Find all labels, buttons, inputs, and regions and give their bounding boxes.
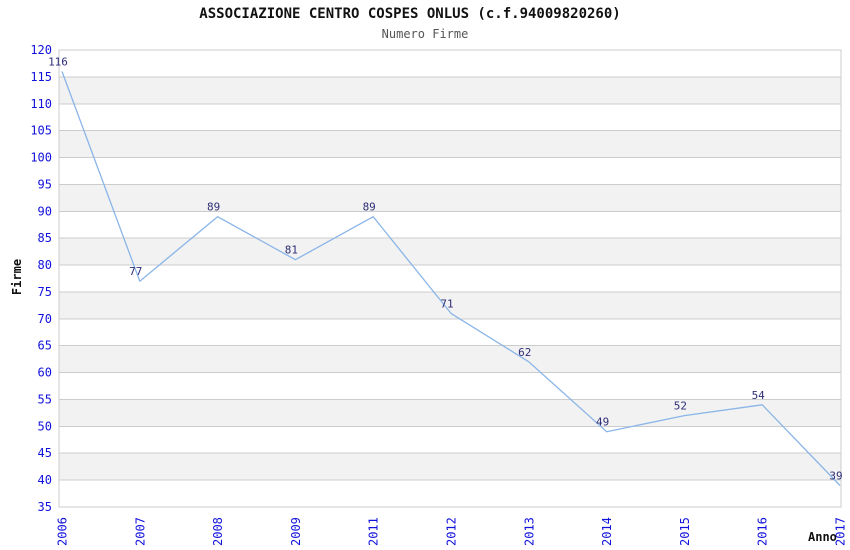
data-label: 54 (752, 389, 766, 402)
x-tick-label: 2012 (445, 517, 459, 546)
stripe-band (59, 453, 841, 481)
y-axis-title: Firme (10, 258, 24, 296)
x-tick-label: 2008 (211, 517, 225, 546)
y-tick-label: 75 (38, 285, 52, 299)
plot-border (58, 49, 842, 508)
data-line (61, 71, 841, 486)
y-tick-label: 80 (38, 258, 52, 272)
stripe-band (59, 238, 841, 266)
data-label: 39 (829, 469, 842, 482)
stripe-band (59, 291, 841, 319)
data-label: 52 (674, 400, 687, 413)
y-tick-label: 85 (38, 231, 52, 245)
data-label: 89 (363, 201, 376, 214)
data-label: 116 (48, 56, 68, 69)
y-tick-label: 50 (38, 419, 52, 433)
y-tick-label: 95 (38, 177, 52, 191)
stripe-band (59, 130, 841, 158)
data-label: 62 (518, 346, 531, 359)
x-tick-label: 2014 (600, 517, 614, 546)
y-tick-label: 110 (30, 97, 52, 111)
chart-subtitle: Numero Firme (381, 27, 469, 41)
stripe-band (59, 345, 841, 373)
y-tick-label: 60 (38, 366, 52, 380)
x-tick-label: 2013 (522, 517, 536, 546)
x-tick-label: 2015 (678, 517, 692, 546)
data-label: 89 (207, 201, 220, 214)
stripe-band (59, 76, 841, 104)
y-tick-label: 115 (30, 70, 52, 84)
stripe-band (59, 184, 841, 212)
data-label: 71 (440, 297, 453, 310)
y-tick-label: 65 (38, 339, 52, 353)
x-tick-label: 2017 (834, 517, 848, 546)
y-tick-label: 35 (38, 500, 52, 514)
y-tick-label: 55 (38, 392, 52, 406)
y-tick-label: 40 (38, 473, 52, 487)
y-tick-label: 100 (30, 151, 52, 165)
x-tick-label: 2006 (56, 517, 70, 546)
x-tick-label: 2011 (367, 517, 381, 546)
y-tick-label: 90 (38, 204, 52, 218)
data-label: 49 (596, 416, 609, 429)
x-tick-label: 2016 (756, 517, 770, 546)
y-tick-label: 105 (30, 124, 52, 138)
y-tick-label: 45 (38, 446, 52, 460)
x-axis-title: Anno (808, 530, 837, 544)
data-label: 77 (129, 265, 142, 278)
y-tick-label: 70 (38, 312, 52, 326)
x-tick-label: 2009 (289, 517, 303, 546)
x-tick-label: 2007 (133, 517, 147, 546)
stripe-band (59, 399, 841, 427)
y-tick-label: 120 (30, 43, 52, 57)
data-label: 81 (285, 244, 298, 257)
chart-title: ASSOCIAZIONE CENTRO COSPES ONLUS (c.f.94… (199, 6, 621, 22)
